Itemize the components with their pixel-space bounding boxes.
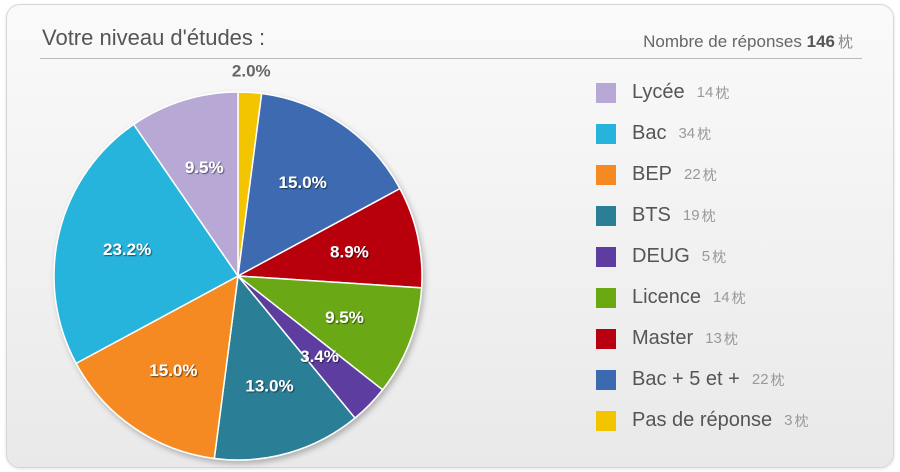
chart-legend: Lycée 14 枕 Bac 34 枕 BEP 22 枕 BTS 19 枕 DEUG 5 枕 Licence 1… [596,72,808,441]
pie-label-bac: 23.2% [103,240,151,259]
legend-count: 13 [705,330,722,347]
legend-unit: 枕 [770,371,785,388]
legend-item-lyc-e[interactable]: Lycée 14 枕 [596,72,808,113]
legend-label: Pas de réponse [632,409,773,431]
legend-unit: 枕 [701,207,716,224]
legend-unit: 枕 [715,84,730,101]
legend-label: Bac [632,122,667,144]
legend-count: 14 [696,84,714,101]
legend-count: 5 [701,248,711,265]
legend-unit: 枕 [702,166,717,183]
legend-unit: 枕 [723,330,738,347]
legend-unit: 枕 [794,412,809,429]
pie-slice-licence[interactable] [235,275,423,391]
response-count: Nombre de réponses 146 枕 [643,31,853,52]
pie-label-bac-5-et: 15.0% [278,173,326,192]
legend-item-bep[interactable]: BEP 22 枕 [596,154,808,195]
legend-label: Licence [632,286,701,308]
legend-label: BTS [632,204,671,226]
legend-item-master[interactable]: Master 13 枕 [596,318,808,359]
legend-swatch [596,410,616,431]
legend-label: Bac + 5 et + [632,368,740,390]
legend-label: BEP [632,163,673,185]
pie-slice-bac-5-et[interactable] [237,92,401,278]
legend-swatch [596,328,616,349]
legend-unit: 枕 [731,289,746,306]
pie-slice-master[interactable] [235,187,423,289]
pie-slice-lyc-e[interactable] [132,91,239,279]
legend-count: 22 [751,371,769,388]
response-count-label: Nombre de réponses [643,32,802,51]
legend-item-bts[interactable]: BTS 19 枕 [596,195,808,236]
legend-count: 19 [682,207,700,224]
title-divider [40,58,862,59]
legend-label: Master [632,327,694,349]
legend-item-licence[interactable]: Licence 14 枕 [596,277,808,318]
pie-label-lyc-e: 9.5% [185,158,224,177]
legend-item-deug[interactable]: DEUG 5 枕 [596,236,808,277]
legend-item-pas-de-r-ponse[interactable]: Pas de réponse 3 枕 [596,400,808,441]
legend-unit: 枕 [697,125,712,142]
legend-swatch [596,246,616,267]
legend-label: Lycée [632,81,685,103]
response-count-value: 146 [806,32,835,51]
legend-count: 3 [784,412,793,429]
legend-item-bac[interactable]: Bac 34 枕 [596,113,808,154]
legend-swatch [596,369,616,390]
legend-unit: 枕 [712,248,727,265]
legend-swatch [596,82,616,103]
response-count-unit: 枕 [837,34,853,51]
pie-slice-bac[interactable] [53,123,240,365]
legend-swatch [596,287,616,308]
pie-label-master: 8.9% [330,243,369,262]
chart-title: Votre niveau d'études : [42,25,266,50]
pie-label-licence: 9.5% [325,308,364,327]
legend-swatch [596,123,616,144]
legend-count: 34 [678,125,696,142]
legend-count: 14 [712,289,730,306]
pie-label-bep: 15.0% [149,361,197,380]
pie-label-deug: 3.4% [300,347,339,366]
legend-swatch [596,205,616,226]
legend-count: 22 [684,166,701,183]
legend-item-bac-5-et[interactable]: Bac + 5 et + 22 枕 [596,359,808,400]
pie-label-bts: 13.0% [245,377,293,396]
legend-swatch [596,164,616,185]
pie-slice-bep[interactable] [75,274,239,460]
pie-label-pas-de-r-ponse: 2.0% [232,61,271,80]
pie-slice-bts[interactable] [213,274,356,461]
legend-label: DEUG [632,245,690,267]
